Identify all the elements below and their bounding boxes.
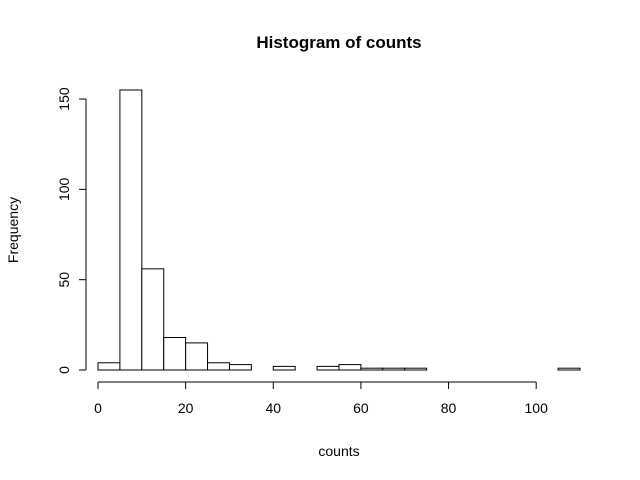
chart-title: Histogram of counts — [256, 33, 421, 52]
x-tick-label: 80 — [441, 400, 457, 416]
x-tick-label: 60 — [353, 400, 369, 416]
histogram-bar — [207, 362, 230, 371]
histogram-bar — [316, 365, 340, 371]
y-axis-label: Frequency — [5, 197, 21, 263]
y-tick-label: 50 — [56, 272, 72, 288]
histogram-bar — [404, 367, 428, 371]
x-tick-label: 0 — [94, 400, 102, 416]
x-axis-label: counts — [318, 443, 359, 459]
histogram-bar — [185, 342, 209, 371]
histogram-bar — [382, 367, 406, 371]
y-tick-label: 0 — [56, 366, 72, 374]
histogram-bar — [97, 362, 121, 371]
histogram-bar — [557, 367, 581, 371]
histogram-bar — [163, 336, 187, 371]
y-tick-label: 100 — [56, 177, 72, 201]
histogram-bar — [141, 268, 165, 371]
y-tick-label: 150 — [56, 87, 72, 111]
histogram-bar — [338, 364, 362, 371]
histogram-bar — [119, 89, 143, 371]
x-tick-label: 100 — [525, 400, 549, 416]
x-axis: 0 20 40 60 80 100 — [94, 381, 549, 416]
x-tick-label: 20 — [178, 400, 194, 416]
histogram-bar — [272, 365, 296, 371]
histogram-bars — [97, 89, 581, 371]
x-tick-label: 40 — [265, 400, 281, 416]
histogram-bar — [228, 364, 252, 371]
histogram-bar — [360, 367, 384, 371]
y-axis: 0 50 100 150 — [56, 87, 87, 374]
